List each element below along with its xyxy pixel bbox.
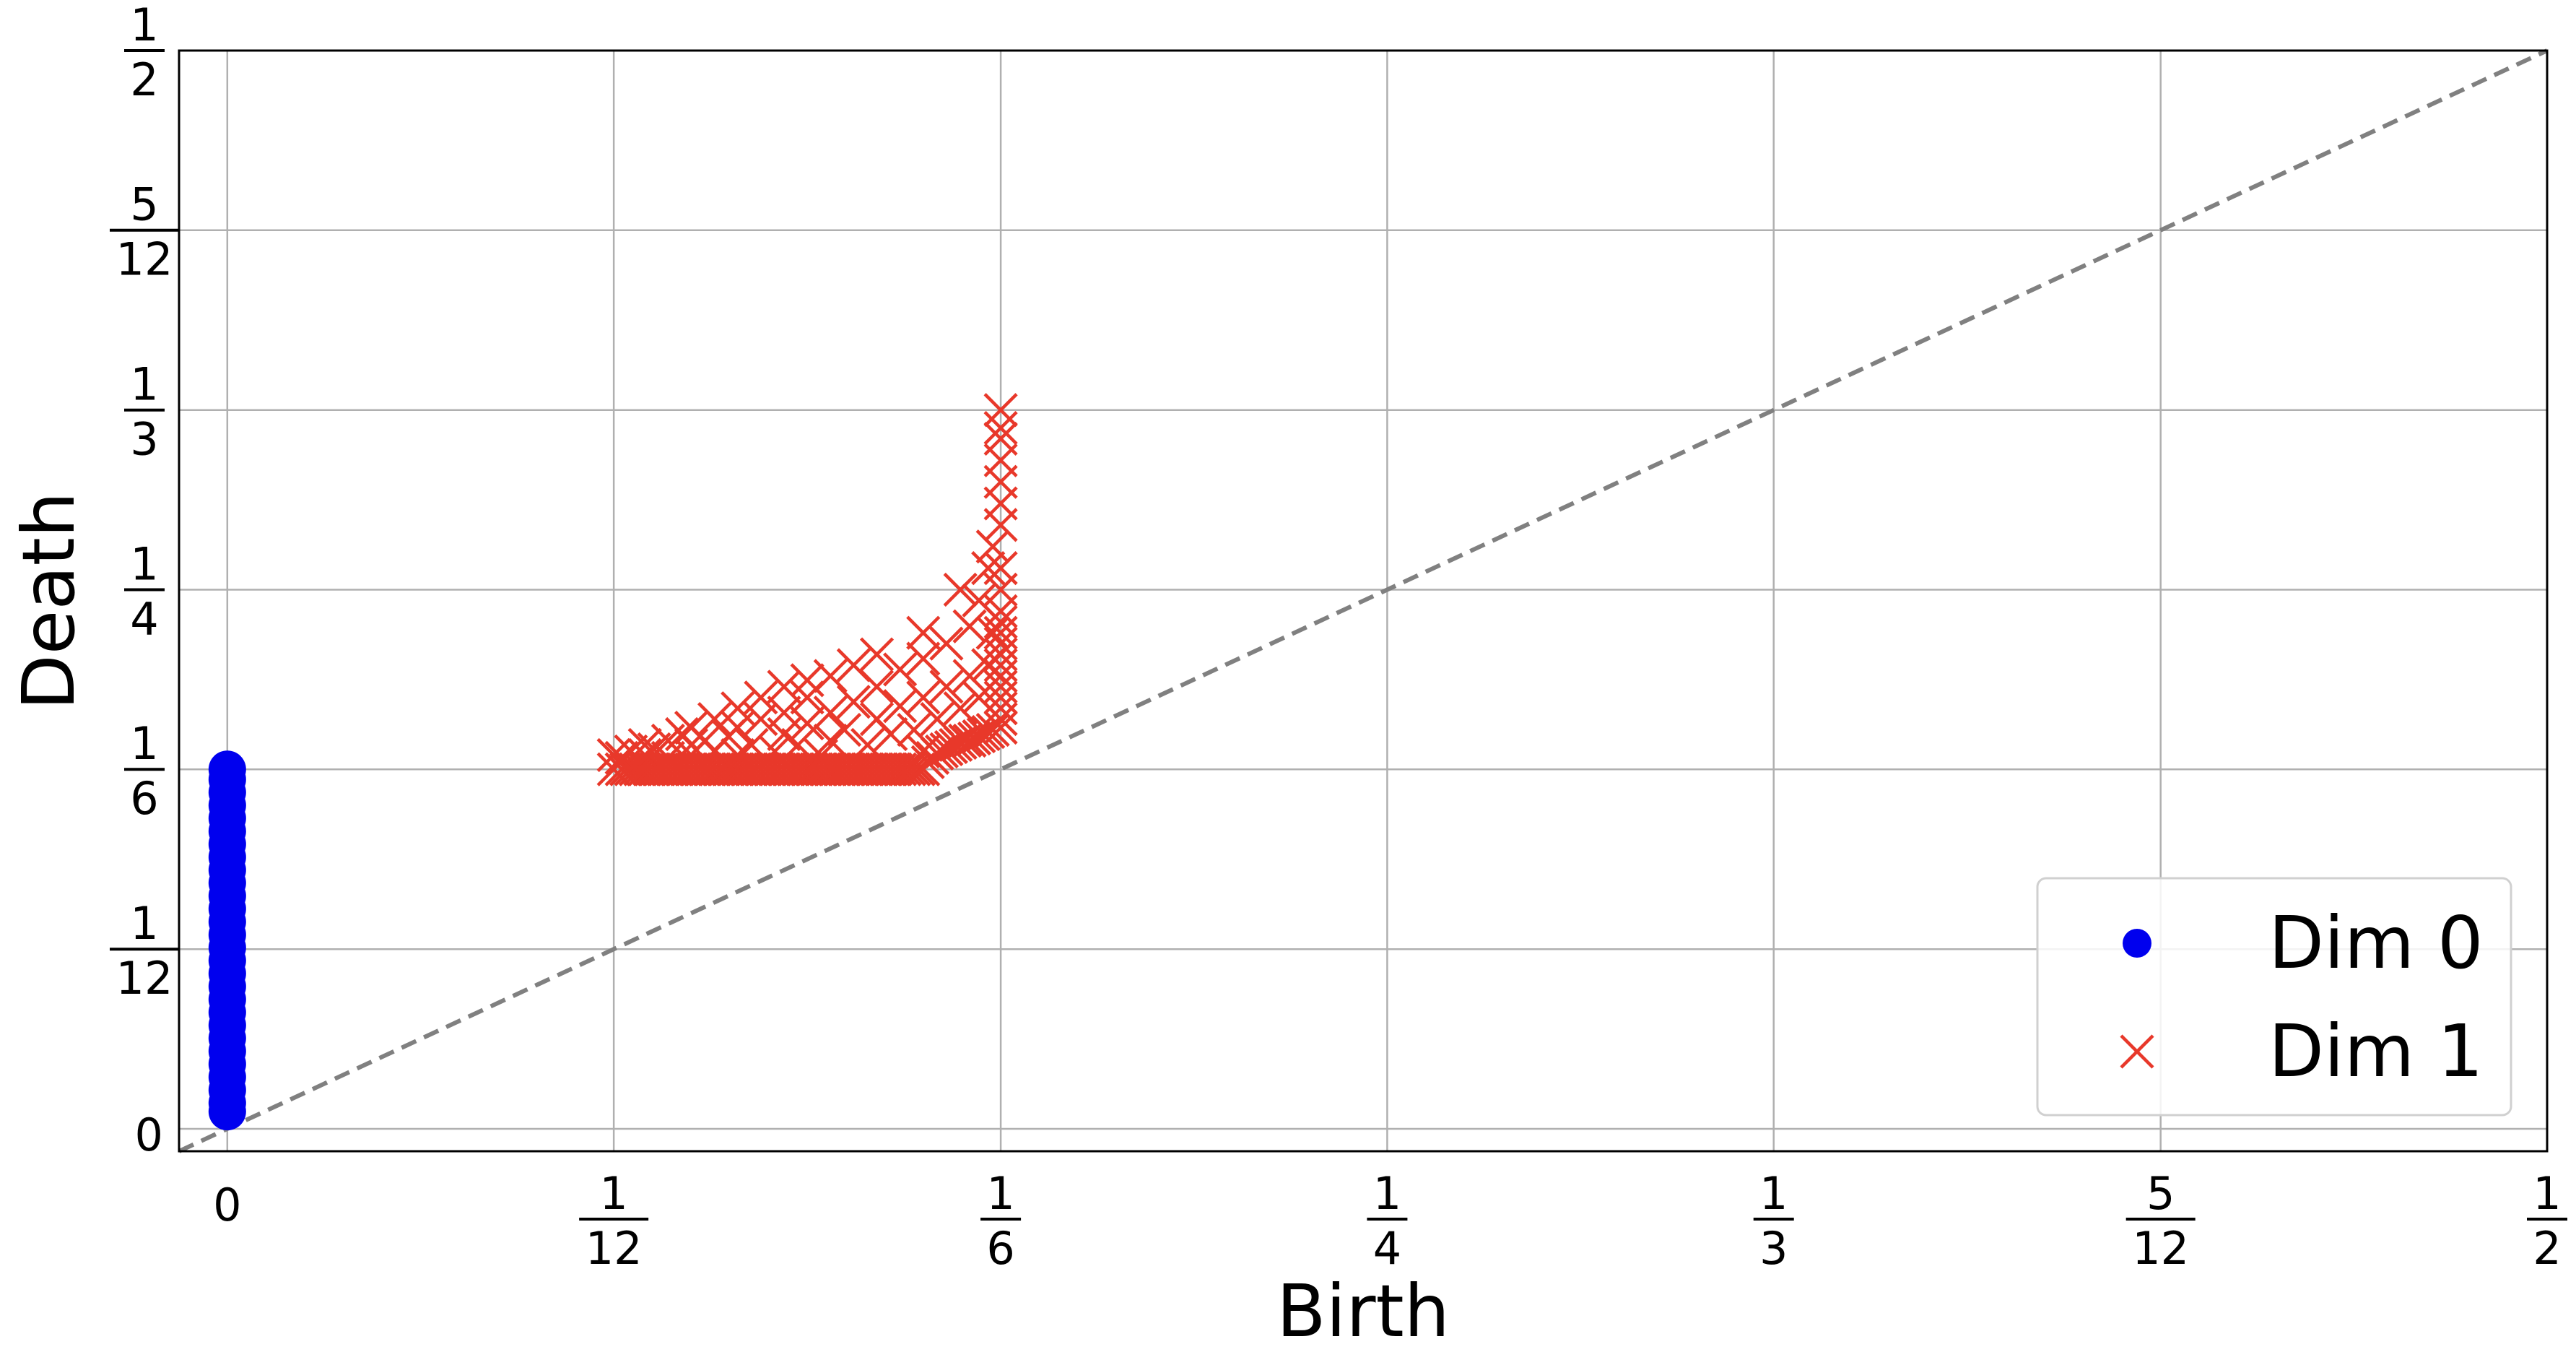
diagonal-line bbox=[178, 48, 2549, 1153]
dim1-point-142 bbox=[975, 615, 1010, 650]
x-tick-3: 14 bbox=[1367, 1167, 1408, 1275]
dim1-point-132 bbox=[952, 609, 987, 644]
legend-box bbox=[2036, 877, 2512, 1117]
y-tick-4: 13 bbox=[124, 358, 165, 466]
y-tick-num-5: 5 bbox=[130, 178, 158, 231]
dim1-point-125 bbox=[939, 727, 973, 763]
y-tick-den-6: 2 bbox=[130, 53, 158, 106]
dim1-point-163 bbox=[983, 410, 1018, 446]
x-tick-den-4: 3 bbox=[1759, 1222, 1788, 1275]
x-tick-label-0: 0 bbox=[213, 1179, 241, 1231]
x-tick-den-2: 6 bbox=[986, 1222, 1014, 1275]
dim1-point-44 bbox=[721, 710, 755, 745]
x-tick-num-2: 1 bbox=[986, 1167, 1014, 1220]
y-tick-num-4: 1 bbox=[130, 358, 158, 411]
y-tick-label-0: 0 bbox=[135, 1109, 163, 1161]
dim1-point-141 bbox=[975, 712, 1010, 748]
dim1-point-107 bbox=[892, 752, 927, 786]
x-tick-den-6: 2 bbox=[2533, 1222, 2561, 1275]
legend-label-dim-1: Dim 1 bbox=[2268, 1009, 2484, 1093]
legend-label-dim-0: Dim 0 bbox=[2268, 901, 2484, 985]
dim0-point-27 bbox=[208, 750, 246, 789]
x-tick-den-3: 4 bbox=[1373, 1222, 1401, 1275]
legend: Dim 0 Dim 1 bbox=[2036, 877, 2512, 1117]
dim1-point-115 bbox=[906, 615, 941, 650]
plot-frame bbox=[178, 49, 2549, 1153]
dim1-point-164 bbox=[983, 393, 1018, 428]
y-tick-den-3: 4 bbox=[130, 592, 158, 645]
y-tick-num-6: 1 bbox=[130, 0, 158, 51]
y-tick-num-1: 1 bbox=[130, 897, 158, 950]
x-tick-4: 13 bbox=[1753, 1167, 1794, 1275]
x-tick-num-6: 1 bbox=[2533, 1167, 2561, 1220]
y-axis-label: Death bbox=[6, 492, 91, 710]
dim1-point-114 bbox=[906, 641, 941, 676]
y-tick-3: 14 bbox=[124, 537, 165, 645]
series-dim-1 bbox=[596, 393, 1018, 786]
x-tick-num-5: 5 bbox=[2146, 1167, 2175, 1220]
dim1-point-128 bbox=[943, 572, 978, 607]
y-tick-1: 112 bbox=[110, 897, 179, 1005]
dim1-point-140 bbox=[971, 551, 1006, 586]
y-tick-5: 512 bbox=[110, 178, 179, 286]
dim1-point-143 bbox=[975, 529, 1010, 564]
legend-marker-dim-0 bbox=[2123, 929, 2151, 958]
dim1-point-105 bbox=[883, 652, 918, 687]
y-tick-2: 16 bbox=[124, 717, 165, 825]
dim1-point-154 bbox=[983, 604, 1018, 639]
dim1-point-53 bbox=[744, 680, 778, 715]
dim1-point-71 bbox=[790, 663, 824, 698]
x-tick-num-4: 1 bbox=[1759, 1167, 1788, 1220]
dim1-point-123 bbox=[929, 626, 964, 661]
dim1-point-131 bbox=[952, 659, 987, 693]
x-tick-num-1: 1 bbox=[599, 1167, 627, 1220]
y-tick-num-2: 1 bbox=[130, 717, 158, 770]
dim1-point-62 bbox=[767, 670, 801, 704]
x-tick-den-1: 12 bbox=[586, 1222, 643, 1275]
series-dim-0 bbox=[208, 750, 246, 1131]
x-tick-2: 16 bbox=[980, 1167, 1022, 1275]
y-tick-den-4: 3 bbox=[130, 413, 158, 466]
dim1-point-104 bbox=[883, 689, 918, 724]
dim1-point-129 bbox=[948, 723, 983, 758]
x-tick-1: 112 bbox=[579, 1167, 649, 1275]
dim1-point-96 bbox=[859, 670, 895, 704]
dim1-point-36 bbox=[697, 702, 732, 737]
dim1-point-80 bbox=[813, 659, 848, 693]
dim1-point-87 bbox=[836, 685, 871, 719]
dim1-point-126 bbox=[943, 725, 978, 760]
y-tick-6: 12 bbox=[124, 0, 165, 106]
x-tick-num-3: 1 bbox=[1373, 1167, 1401, 1220]
x-tick-den-5: 12 bbox=[2132, 1222, 2189, 1275]
dim1-point-78 bbox=[813, 723, 848, 758]
legend-x-glyph bbox=[2120, 1034, 2154, 1069]
dim1-point-97 bbox=[859, 637, 895, 672]
dim1-point-79 bbox=[813, 696, 848, 730]
y-tick-num-3: 1 bbox=[130, 537, 158, 590]
dim1-point-127 bbox=[943, 691, 978, 726]
y-tick-den-2: 6 bbox=[130, 772, 158, 825]
legend-marker-dim-1 bbox=[2120, 1034, 2154, 1069]
dim1-point-69 bbox=[790, 706, 824, 741]
dim1-point-45 bbox=[721, 691, 755, 726]
dim1-point-84 bbox=[827, 712, 862, 748]
dim1-point-122 bbox=[929, 670, 964, 704]
x-tick-6: 12 bbox=[2527, 1167, 2567, 1275]
dim1-point-162 bbox=[983, 421, 1018, 456]
y-tick-den-1: 12 bbox=[116, 952, 173, 1005]
y-tick-den-5: 12 bbox=[116, 233, 173, 286]
x-tick-5: 512 bbox=[2125, 1167, 2196, 1275]
dim1-point-157 bbox=[983, 551, 1018, 586]
dim1-point-113 bbox=[906, 680, 941, 715]
dim1-point-61 bbox=[767, 696, 801, 730]
x-axis-label: Birth bbox=[1276, 1269, 1450, 1353]
